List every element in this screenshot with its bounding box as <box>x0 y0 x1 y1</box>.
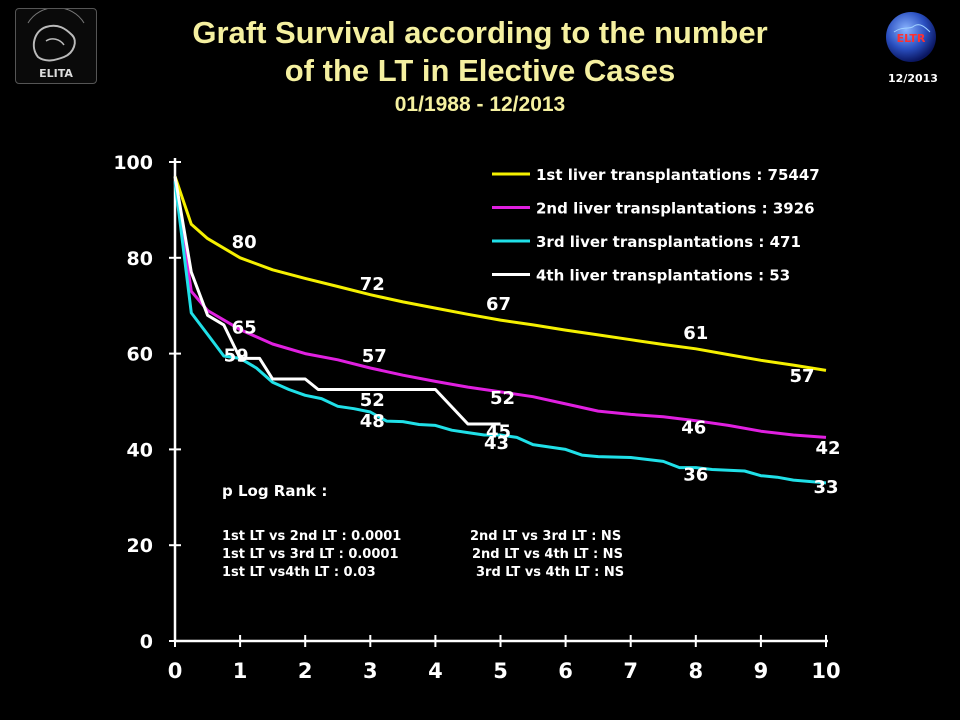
y-tick-label: 40 <box>127 439 153 461</box>
title-line-2: of the LT in Elective Cases <box>284 53 676 88</box>
data-label: 72 <box>360 274 385 295</box>
chart-title: Graft Survival according to the number o… <box>120 14 840 119</box>
x-tick-label: 6 <box>558 659 573 683</box>
date-stamp: 12/2013 <box>888 72 938 85</box>
logo-left-text: ELITA <box>39 67 73 80</box>
series-line <box>173 176 501 426</box>
data-label: 48 <box>360 411 385 432</box>
x-tick-label: 7 <box>623 659 638 683</box>
y-tick-label: 60 <box>127 344 153 366</box>
data-label: 59 <box>224 345 249 366</box>
stat-left-1: 1st LT vs 2nd LT : 0.0001 <box>222 529 402 544</box>
data-labels: 80 72 67 61 57 57 52 46 42 59 48 43 36 33 65 52 45 <box>224 232 841 498</box>
series-line <box>173 175 827 372</box>
stat-left-3: 1st LT vs4th LT : 0.03 <box>222 565 376 580</box>
title-line-1: Graft Survival according to the number <box>192 15 768 50</box>
x-tick-label: 4 <box>428 659 443 683</box>
stat-right-2: 2nd LT vs 4th LT : NS <box>472 547 623 562</box>
data-label: 42 <box>815 438 840 459</box>
data-label: 80 <box>232 232 257 253</box>
y-tick-label: 100 <box>113 152 153 174</box>
y-tick-label: 0 <box>140 631 153 653</box>
legend-label: 1st liver transplantations : 75447 <box>536 166 820 184</box>
stat-right-3: 3rd LT vs 4th LT : NS <box>476 565 625 580</box>
legend-label: 4th liver transplantations : 53 <box>536 267 790 285</box>
x-tick-label: 5 <box>493 659 508 683</box>
data-label: 65 <box>232 318 257 339</box>
data-label: 33 <box>813 477 838 498</box>
legend-label: 2nd liver transplantations : 3926 <box>536 200 815 218</box>
x-tick-label: 9 <box>754 659 769 683</box>
chart-subtitle: 01/1988 - 12/2013 <box>394 93 566 116</box>
stat-right-1: 2nd LT vs 3rd LT : NS <box>470 529 622 544</box>
data-label: 43 <box>484 433 509 454</box>
y-tick-label: 20 <box>127 535 153 557</box>
series-line <box>173 181 827 485</box>
elita-logo: ELITA <box>15 7 97 84</box>
x-tick-label: 8 <box>688 659 703 683</box>
x-tick-label: 10 <box>811 659 840 683</box>
series-lines <box>173 175 827 485</box>
legend-label: 3rd liver transplantations : 471 <box>536 233 801 251</box>
logo-right-text: ELTR <box>897 32 926 45</box>
x-tick-label: 0 <box>168 659 183 683</box>
data-label: 52 <box>490 388 515 409</box>
data-label: 52 <box>360 390 385 411</box>
x-tick-label: 2 <box>298 659 313 683</box>
stat-left-2: 1st LT vs 3rd LT : 0.0001 <box>222 547 399 562</box>
legend: 1st liver transplantations : 75447 2nd li… <box>492 166 820 285</box>
x-tick-label: 1 <box>233 659 248 683</box>
data-label: 57 <box>362 346 387 367</box>
data-label: 67 <box>486 294 511 315</box>
y-tick-label: 80 <box>127 248 153 270</box>
x-tick-label: 3 <box>363 659 378 683</box>
log-rank-heading: p Log Rank : <box>222 482 328 500</box>
eltr-globe-logo: ELTR <box>884 10 938 64</box>
data-label: 57 <box>789 366 814 387</box>
data-label: 46 <box>681 418 706 439</box>
data-label: 36 <box>683 465 708 486</box>
data-label: 45 <box>486 421 511 442</box>
series-line <box>173 180 827 439</box>
data-label: 61 <box>683 323 708 344</box>
